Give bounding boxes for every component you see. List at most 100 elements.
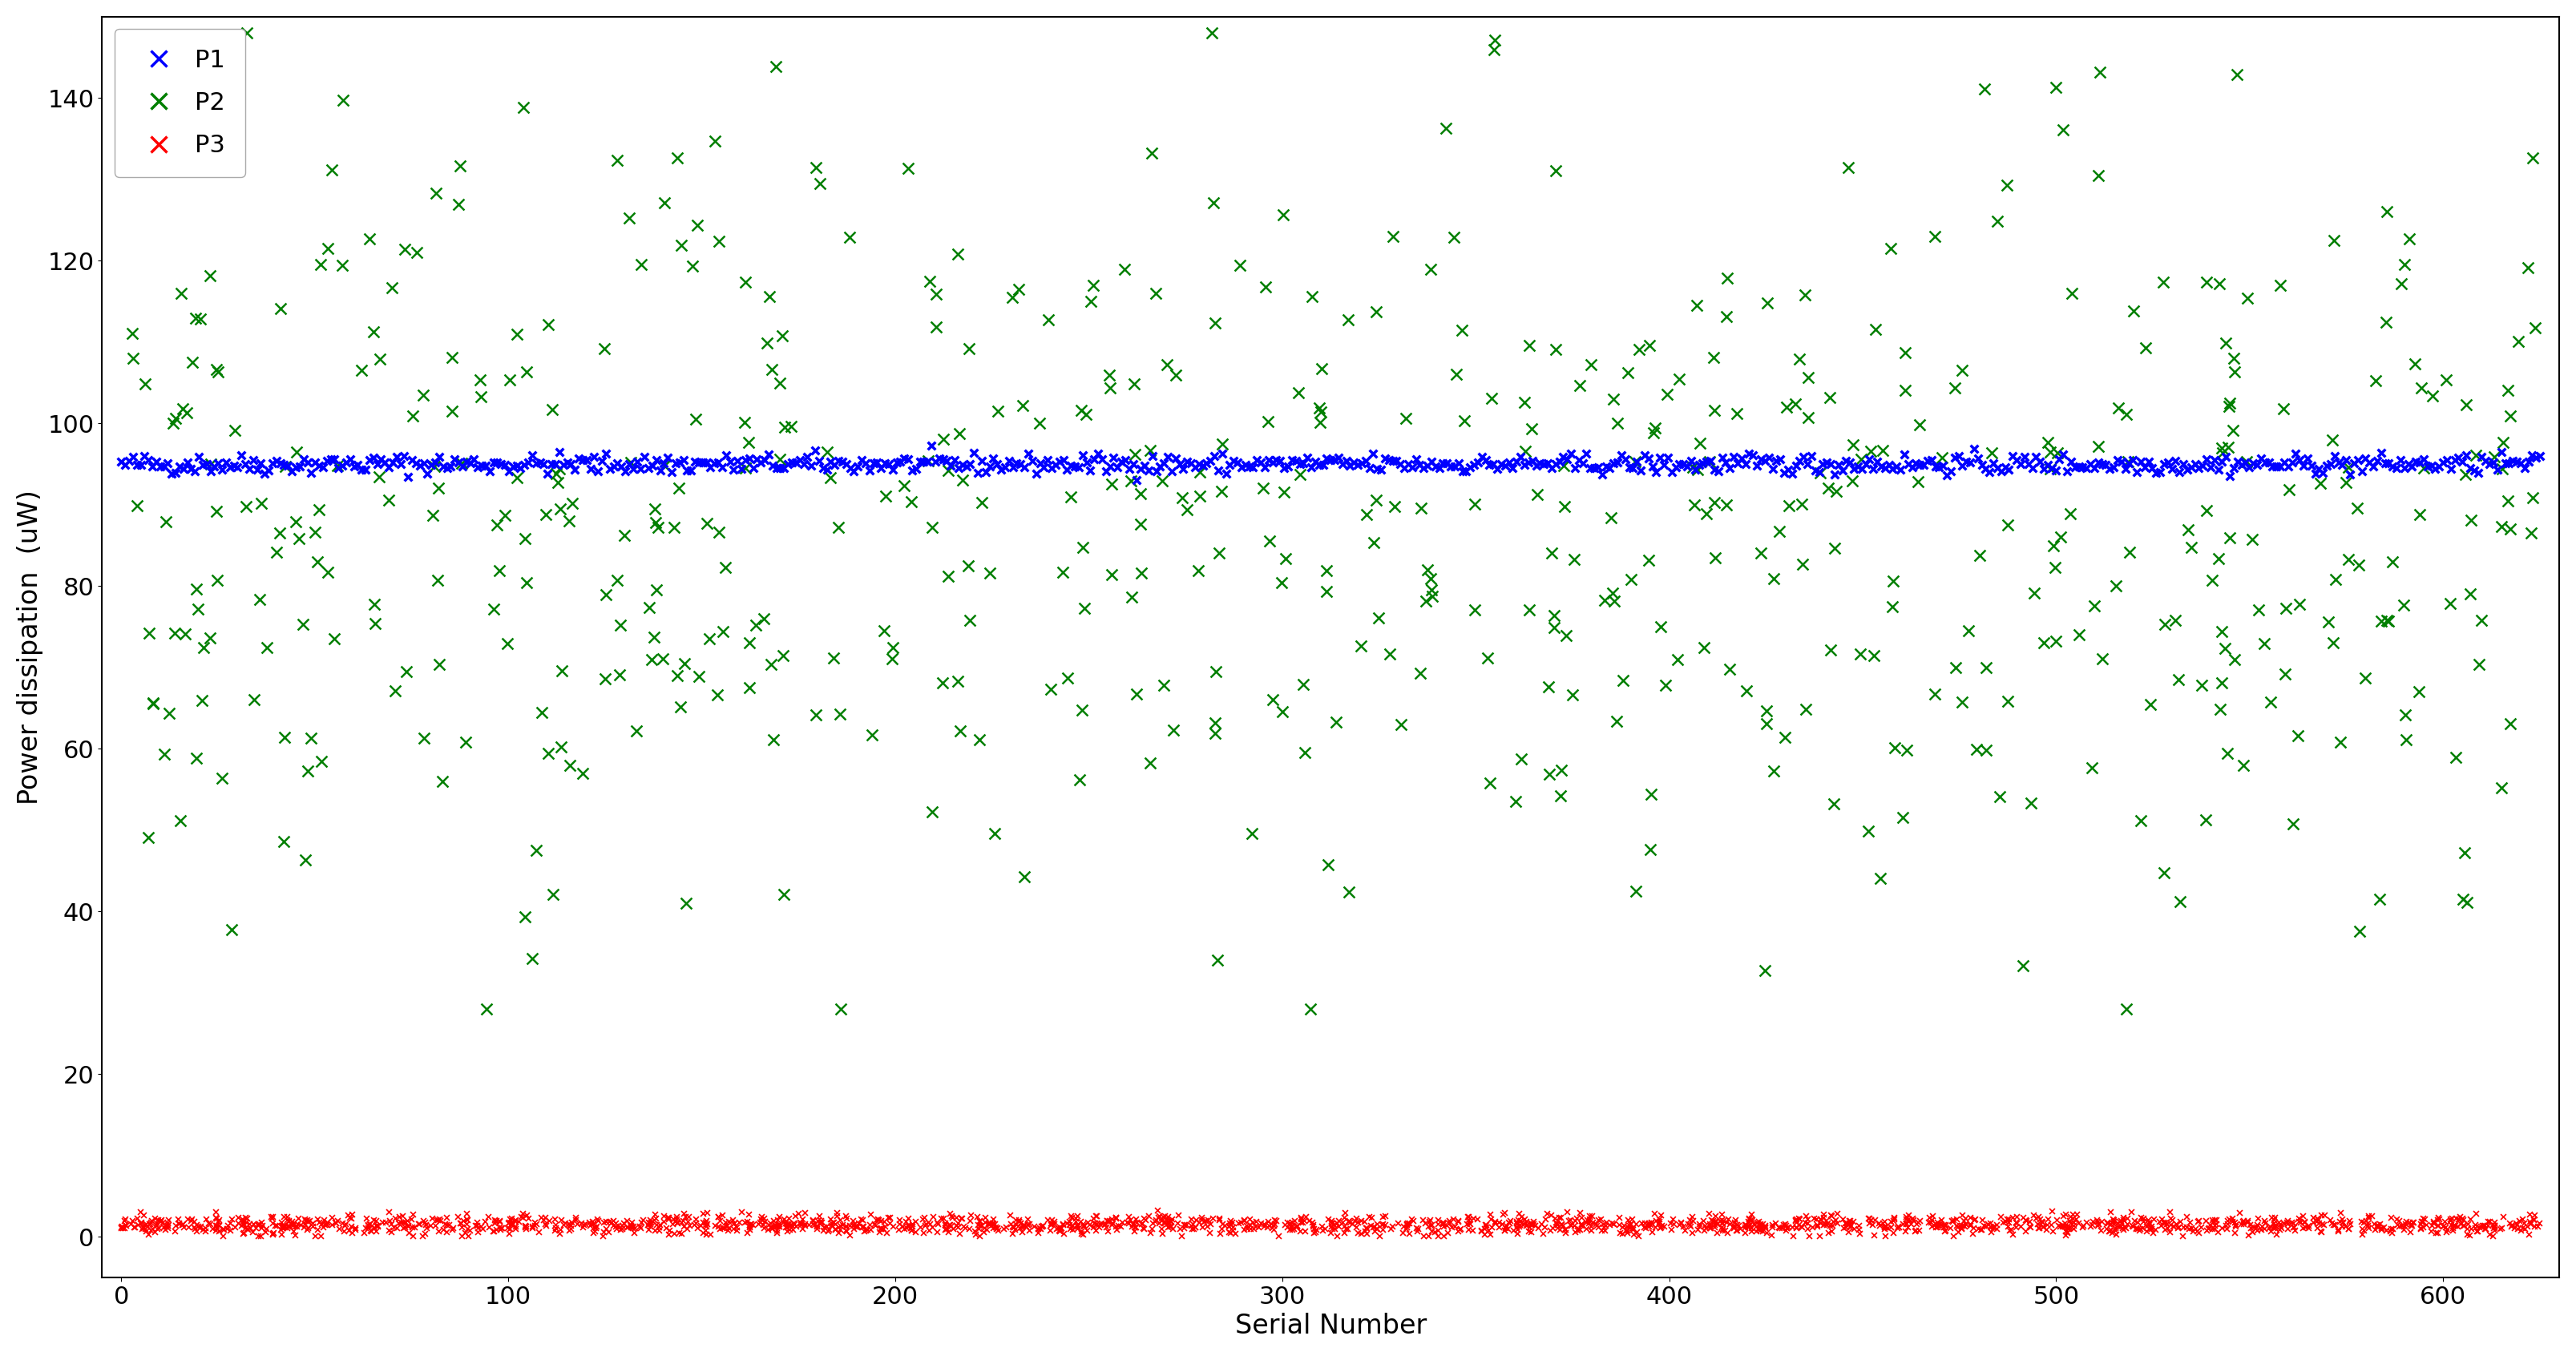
P3 xyxy=(1510,1216,1551,1238)
P3 xyxy=(1731,1220,1772,1242)
P3 xyxy=(1144,1212,1185,1234)
P3 xyxy=(981,1218,1023,1239)
P3 xyxy=(263,1216,304,1238)
P3 xyxy=(690,1223,732,1245)
P3 xyxy=(1883,1212,1924,1234)
P1 xyxy=(240,452,281,473)
P1 xyxy=(860,457,902,479)
P3 xyxy=(528,1210,569,1231)
P3 xyxy=(611,1216,652,1238)
P3 xyxy=(381,1211,422,1233)
P3 xyxy=(1631,1212,1672,1234)
P2 xyxy=(355,613,397,635)
Y-axis label: Power dissipation  (uW): Power dissipation (uW) xyxy=(15,490,44,804)
P3 xyxy=(1412,1214,1453,1235)
P3 xyxy=(1680,1215,1721,1237)
P3 xyxy=(871,1215,912,1237)
P3 xyxy=(940,1207,981,1229)
P2 xyxy=(175,579,216,601)
P3 xyxy=(1430,1216,1471,1238)
P3 xyxy=(1940,1218,1981,1239)
P3 xyxy=(1960,1219,2002,1241)
P2 xyxy=(1061,700,1103,721)
P3 xyxy=(1190,1212,1231,1234)
P3 xyxy=(1499,1214,1540,1235)
P3 xyxy=(1185,1210,1226,1231)
P3 xyxy=(1311,1212,1352,1234)
P3 xyxy=(1401,1210,1443,1231)
P3 xyxy=(479,1216,520,1238)
P3 xyxy=(1623,1216,1664,1238)
P3 xyxy=(1584,1219,1625,1241)
P3 xyxy=(1499,1210,1540,1231)
P2 xyxy=(2442,888,2483,910)
P3 xyxy=(1862,1215,1904,1237)
P2 xyxy=(675,408,716,430)
P3 xyxy=(757,1214,799,1235)
P3 xyxy=(1628,1215,1669,1237)
P1 xyxy=(1311,449,1352,471)
P3 xyxy=(211,1208,252,1230)
P2 xyxy=(2272,814,2313,835)
P3 xyxy=(2208,1214,2249,1235)
P3 xyxy=(240,1216,281,1238)
P1 xyxy=(1144,453,1185,475)
P1 xyxy=(1229,456,1270,477)
P3 xyxy=(1808,1215,1850,1237)
P3 xyxy=(1592,1212,1633,1234)
P3 xyxy=(799,1214,840,1235)
P3 xyxy=(263,1215,304,1237)
P1 xyxy=(1291,456,1332,477)
P3 xyxy=(1677,1214,1718,1235)
P3 xyxy=(204,1218,245,1239)
P1 xyxy=(997,452,1038,473)
P1 xyxy=(1551,442,1592,464)
P2 xyxy=(2040,526,2081,548)
P3 xyxy=(1700,1216,1741,1238)
P1 xyxy=(108,450,149,472)
P3 xyxy=(933,1207,974,1229)
P1 xyxy=(1115,469,1157,491)
P3 xyxy=(270,1212,312,1234)
P3 xyxy=(137,1218,178,1239)
P3 xyxy=(126,1220,167,1242)
P3 xyxy=(1435,1215,1476,1237)
P3 xyxy=(1582,1216,1623,1238)
P1 xyxy=(185,453,227,475)
P3 xyxy=(464,1211,505,1233)
P3 xyxy=(1543,1215,1584,1237)
P2 xyxy=(634,498,675,519)
P2 xyxy=(1113,443,1154,465)
P3 xyxy=(881,1215,922,1237)
P3 xyxy=(1404,1224,1445,1246)
P3 xyxy=(2156,1212,2197,1234)
P3 xyxy=(325,1220,366,1242)
P3 xyxy=(868,1207,909,1229)
P3 xyxy=(131,1210,173,1231)
P3 xyxy=(1780,1215,1821,1237)
P3 xyxy=(2496,1212,2537,1234)
P3 xyxy=(562,1214,603,1235)
P3 xyxy=(2205,1214,2246,1235)
P3 xyxy=(1041,1216,1082,1238)
P2 xyxy=(1631,784,1672,805)
P3 xyxy=(1499,1203,1540,1224)
P3 xyxy=(1146,1211,1188,1233)
P2 xyxy=(549,510,590,532)
P2 xyxy=(2035,631,2076,652)
P3 xyxy=(824,1219,866,1241)
P1 xyxy=(1213,450,1255,472)
P3 xyxy=(796,1210,837,1231)
P3 xyxy=(719,1211,760,1233)
P3 xyxy=(1723,1216,1765,1238)
P3 xyxy=(1157,1212,1198,1234)
P2 xyxy=(1069,290,1110,312)
P1 xyxy=(2102,450,2143,472)
P3 xyxy=(2223,1211,2264,1233)
P3 xyxy=(647,1205,688,1227)
P3 xyxy=(1128,1222,1170,1243)
P3 xyxy=(894,1220,935,1242)
P3 xyxy=(273,1220,314,1242)
P3 xyxy=(2473,1219,2514,1241)
P3 xyxy=(1765,1215,1806,1237)
